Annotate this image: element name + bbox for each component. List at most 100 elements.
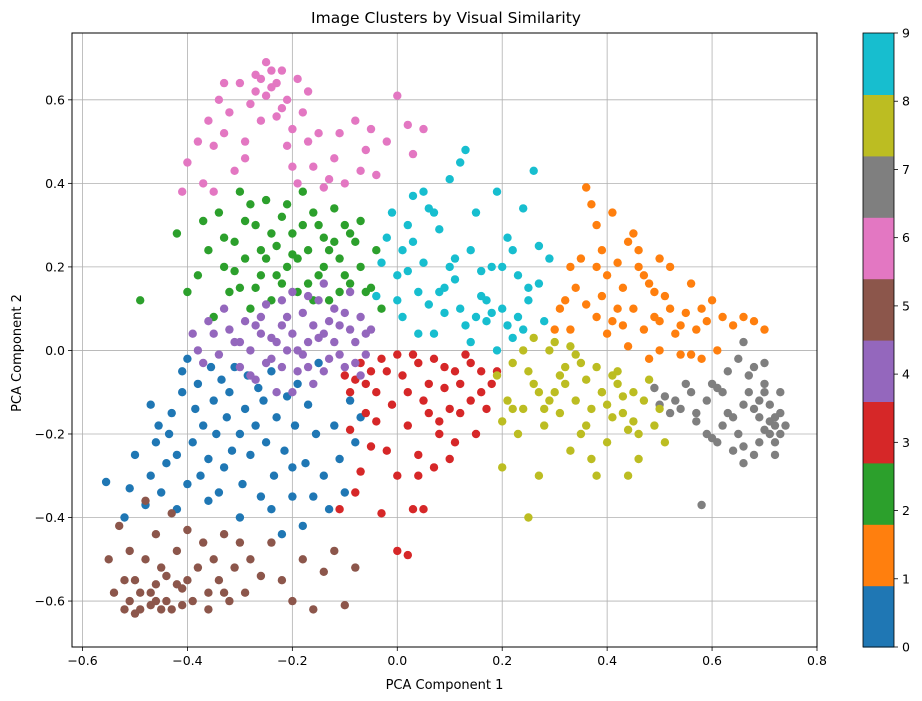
- data-point-cluster-8: [639, 396, 649, 405]
- data-point-cluster-3: [372, 388, 381, 397]
- data-point-cluster-4: [272, 337, 281, 347]
- data-point-cluster-2: [356, 216, 365, 226]
- data-point-cluster-4: [261, 358, 271, 368]
- data-point-cluster-1: [713, 346, 722, 355]
- data-point-cluster-4: [303, 337, 313, 347]
- data-point-cluster-5: [136, 588, 145, 597]
- data-point-cluster-2: [230, 266, 239, 276]
- data-point-cluster-1: [623, 237, 633, 246]
- y-tick-label: 0.6: [45, 92, 65, 107]
- data-point-cluster-4: [272, 388, 281, 397]
- data-point-cluster-4: [256, 312, 266, 322]
- data-point-cluster-3: [393, 350, 402, 359]
- data-point-cluster-8: [571, 396, 580, 405]
- data-point-cluster-9: [471, 208, 481, 217]
- data-point-cluster-5: [219, 530, 229, 539]
- data-point-cluster-5: [141, 496, 150, 505]
- data-point-cluster-3: [414, 471, 423, 480]
- data-point-cluster-8: [592, 471, 601, 480]
- x-axis-title: PCA Component 1: [386, 678, 504, 693]
- data-point-cluster-6: [361, 145, 370, 155]
- data-point-cluster-4: [293, 346, 302, 355]
- data-point-cluster-3: [440, 383, 449, 393]
- data-point-cluster-8: [503, 396, 512, 405]
- data-point-cluster-0: [125, 484, 134, 493]
- data-point-cluster-6: [293, 74, 302, 84]
- data-point-cluster-9: [408, 237, 418, 246]
- data-point-cluster-1: [655, 254, 664, 263]
- data-point-cluster-8: [618, 408, 628, 418]
- data-point-cluster-7: [707, 379, 717, 389]
- data-point-cluster-2: [324, 296, 334, 305]
- data-point-cluster-3: [408, 350, 418, 359]
- data-point-cluster-6: [272, 112, 281, 121]
- data-point-cluster-9: [387, 208, 397, 217]
- data-point-cluster-5: [319, 567, 328, 576]
- data-point-cluster-2: [345, 229, 355, 238]
- data-point-cluster-1: [665, 262, 675, 272]
- data-point-cluster-7: [713, 438, 722, 447]
- data-point-cluster-8: [576, 429, 586, 439]
- data-point-cluster-8: [550, 388, 559, 397]
- data-point-cluster-6: [261, 91, 271, 100]
- data-point-cluster-7: [692, 417, 701, 426]
- data-point-cluster-7: [760, 358, 769, 368]
- data-point-cluster-6: [408, 149, 418, 159]
- x-tick-label: 0.6: [702, 653, 722, 668]
- data-point-cluster-0: [154, 421, 163, 430]
- data-point-cluster-5: [340, 601, 349, 610]
- data-point-cluster-7: [681, 379, 690, 389]
- data-point-cluster-1: [602, 271, 612, 280]
- data-point-cluster-1: [608, 317, 617, 326]
- data-point-cluster-1: [697, 304, 706, 313]
- data-point-cluster-5: [120, 576, 129, 585]
- data-point-cluster-6: [267, 66, 276, 75]
- data-point-cluster-0: [298, 521, 307, 531]
- data-point-cluster-1: [629, 304, 638, 313]
- data-point-cluster-7: [739, 442, 748, 451]
- data-point-cluster-3: [377, 354, 386, 363]
- data-point-cluster-1: [739, 312, 748, 322]
- data-point-cluster-1: [613, 258, 622, 267]
- data-point-cluster-2: [303, 246, 313, 255]
- data-point-cluster-6: [288, 162, 297, 171]
- data-point-cluster-0: [225, 388, 234, 397]
- data-point-cluster-3: [482, 404, 491, 414]
- data-point-cluster-1: [676, 350, 685, 359]
- data-point-cluster-3: [361, 408, 370, 418]
- data-point-cluster-6: [382, 137, 391, 146]
- data-point-cluster-3: [393, 471, 402, 480]
- data-point-cluster-9: [534, 241, 544, 251]
- data-point-cluster-6: [356, 166, 365, 175]
- data-point-cluster-1: [602, 329, 612, 338]
- data-point-cluster-8: [566, 446, 575, 455]
- colorbar-tick-label: 9: [902, 26, 910, 41]
- data-point-cluster-4: [314, 296, 323, 305]
- colorbar-segment-2: [863, 462, 894, 525]
- data-point-cluster-9: [440, 308, 449, 318]
- data-point-cluster-4: [288, 329, 297, 338]
- data-point-cluster-5: [167, 605, 176, 614]
- data-point-cluster-8: [540, 421, 549, 430]
- data-point-cluster-8: [587, 454, 596, 464]
- data-point-cluster-9: [492, 346, 502, 355]
- data-point-cluster-5: [330, 546, 339, 556]
- data-point-cluster-1: [697, 354, 706, 363]
- data-point-cluster-1: [618, 321, 628, 330]
- data-point-cluster-6: [209, 187, 218, 196]
- data-point-cluster-1: [686, 350, 696, 359]
- data-point-cluster-8: [513, 429, 523, 439]
- data-point-cluster-5: [267, 538, 276, 547]
- data-point-cluster-5: [351, 563, 360, 572]
- data-point-cluster-6: [419, 124, 428, 134]
- data-point-cluster-6: [256, 116, 266, 125]
- data-point-cluster-8: [629, 388, 638, 397]
- data-point-cluster-9: [513, 312, 523, 322]
- data-point-cluster-5: [172, 580, 182, 589]
- data-point-cluster-8: [623, 425, 633, 434]
- data-point-cluster-2: [298, 187, 307, 196]
- data-point-cluster-7: [650, 383, 659, 393]
- data-point-cluster-2: [335, 287, 344, 297]
- data-point-cluster-0: [288, 463, 297, 472]
- data-point-cluster-4: [319, 367, 328, 376]
